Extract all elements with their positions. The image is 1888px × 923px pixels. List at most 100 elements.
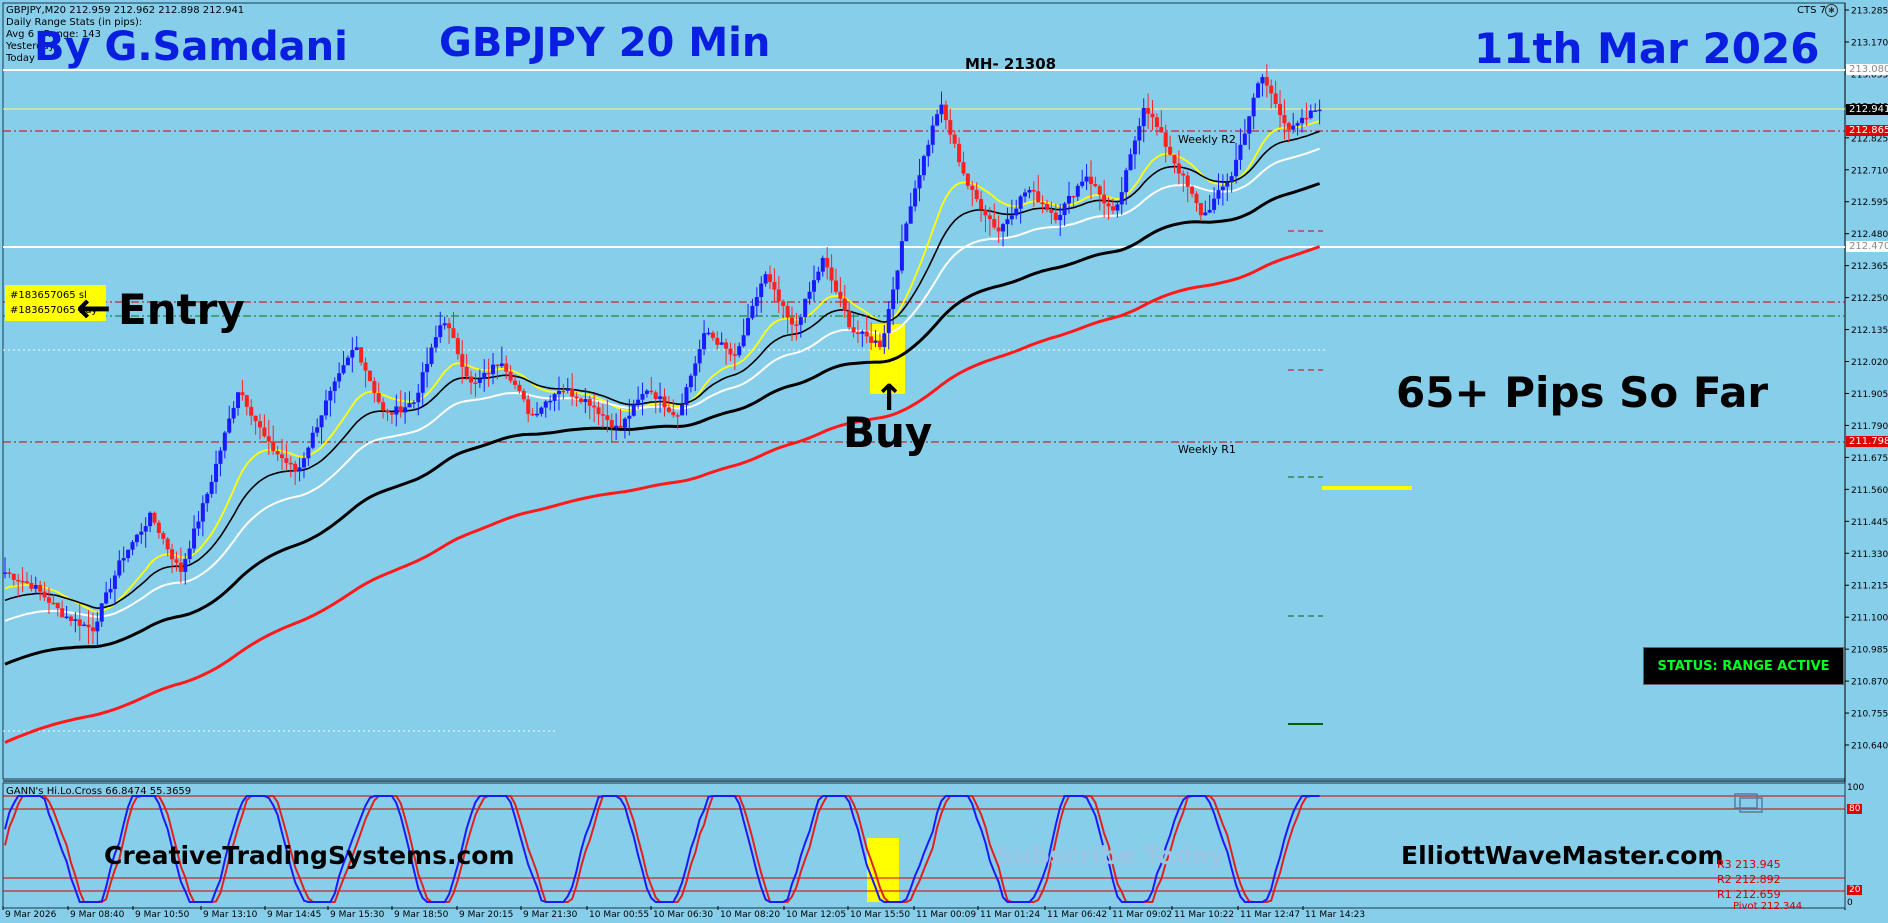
candle-body (1300, 117, 1305, 124)
candle-body (161, 532, 166, 539)
candle-body (1256, 83, 1261, 98)
candle-body (803, 298, 808, 318)
x-tick-label: 11 Mar 14:23 (1305, 910, 1365, 920)
x-tick-label: 9 Mar 15:30 (330, 910, 385, 920)
candle-body (205, 493, 210, 504)
candle-body (389, 412, 394, 415)
order-buy-tag[interactable]: #183657065 buy (10, 305, 98, 316)
candle-body (1198, 203, 1203, 216)
candle-body (398, 406, 403, 413)
candle-body (882, 333, 887, 348)
candle-body (29, 582, 34, 589)
candle-body (1207, 209, 1212, 213)
candle-body (1115, 204, 1120, 211)
candle-body (209, 481, 214, 494)
candle-body (284, 458, 289, 463)
candle-body (1005, 219, 1010, 225)
candle-body (275, 451, 280, 455)
candle-body (539, 407, 544, 414)
candle-body (1295, 123, 1300, 126)
entry-label: Entry (118, 285, 245, 334)
candle-body (337, 373, 342, 382)
candle-body (1212, 198, 1217, 210)
website-left[interactable]: CreativeTradingSystems.com (104, 841, 515, 870)
candle-body (842, 298, 847, 311)
buy-arrow-icon: ↑ (874, 378, 905, 419)
candle-body (1045, 204, 1050, 210)
website-right[interactable]: ElliottWaveMaster.com (1401, 841, 1724, 870)
candle-body (64, 616, 69, 619)
candle-body (1181, 173, 1186, 176)
candle-body (473, 382, 478, 384)
candle-body (350, 349, 355, 358)
candle-body (187, 548, 192, 560)
order-sl-tag[interactable]: #183657065 sl (10, 290, 87, 301)
candle-body (354, 347, 359, 350)
candle-body (961, 162, 966, 174)
candle-body (425, 363, 430, 373)
cts-label: CTS 7 (1797, 5, 1826, 16)
candle-body (1093, 184, 1098, 187)
settings-icon[interactable]: ✱ (1825, 4, 1838, 17)
candle-body (987, 215, 992, 220)
candle-body (609, 420, 614, 428)
candle-body (1071, 196, 1076, 198)
candle-body (117, 560, 122, 576)
candle-body (306, 447, 311, 459)
candle-body (574, 396, 579, 399)
ma-black-slow-line (4, 182, 1321, 666)
yesterday-label: Yesterday (6, 41, 55, 52)
candle-body (983, 209, 988, 216)
y-tick-label: 210.870 (1851, 678, 1888, 688)
candle-body (1190, 186, 1195, 194)
candle-body (640, 393, 645, 400)
candle-body (332, 381, 337, 391)
candle-body (1216, 190, 1221, 199)
candle-body (816, 271, 821, 281)
candle-body (253, 415, 258, 422)
candle-body (301, 458, 306, 468)
candle-body (1203, 212, 1208, 216)
candle-body (266, 436, 271, 442)
candle-body (218, 450, 223, 464)
candle-body (864, 331, 869, 337)
candle-body (1110, 206, 1115, 211)
candle-body (587, 398, 592, 406)
candle-body (1308, 110, 1313, 119)
candle-body (1150, 113, 1155, 118)
candle-body (917, 175, 922, 189)
candle-body (134, 534, 139, 543)
candle-body (310, 432, 315, 448)
candle-body (1264, 77, 1269, 86)
weekly-r2-label: Weekly R2 (1178, 133, 1236, 146)
candle-body (1027, 189, 1032, 193)
candle-body (517, 384, 522, 391)
candle-body (992, 219, 997, 228)
candle-body (1119, 192, 1124, 205)
candle-body (341, 365, 346, 374)
candle-body (1040, 202, 1045, 205)
candle-body (1049, 209, 1054, 213)
candle-body (1238, 144, 1243, 160)
candle-body (1097, 186, 1102, 195)
mh-label: MH- 21308 (965, 55, 1057, 73)
range-text: Range: 143 (43, 29, 101, 40)
candle-body (486, 372, 491, 375)
y-tick-label: 212.135 (1851, 326, 1888, 336)
candle-body (702, 333, 707, 350)
candle-body (583, 398, 588, 402)
candle-body (1260, 77, 1265, 84)
pivot-r1: R1 212.659 (1717, 888, 1781, 901)
candle-body (754, 297, 759, 306)
candle-body (1286, 123, 1291, 130)
avg-text: Avg 6 (6, 29, 35, 40)
candle-body (952, 134, 957, 144)
candle-body (24, 581, 29, 583)
candle-body (174, 559, 179, 563)
candle-body (605, 415, 610, 421)
candle-body (11, 573, 16, 580)
y-tick-label: 211.100 (1851, 614, 1888, 624)
x-tick-label: 10 Mar 12:05 (786, 910, 846, 920)
candle-body (323, 400, 328, 416)
